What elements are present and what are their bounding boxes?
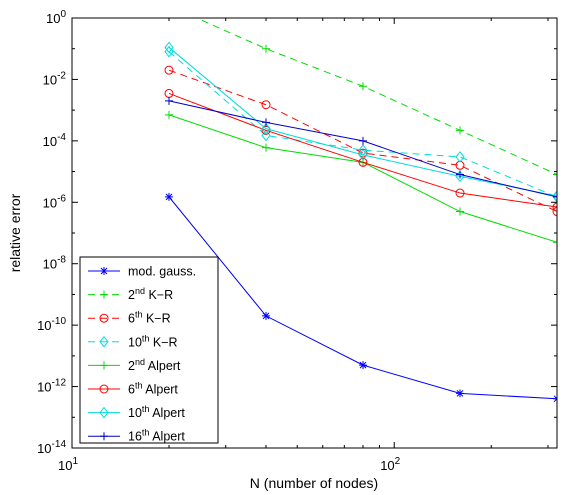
legend-label: 2nd Alpert <box>128 357 181 373</box>
legend-label: 6th K−R <box>128 310 171 326</box>
y-tick-label: 10-2 <box>43 70 67 87</box>
legend-item: mod. gauss. <box>88 265 196 279</box>
data-point-marker <box>165 2 173 10</box>
series-line-group <box>164 45 557 203</box>
data-point-marker <box>165 192 173 201</box>
legend-label: 16th Alpert <box>128 428 185 444</box>
series-line <box>168 47 557 197</box>
data-point-marker <box>165 110 173 119</box>
y-tick-label: 100 <box>46 9 66 26</box>
data-point-marker <box>100 432 108 441</box>
data-point-marker <box>553 170 557 179</box>
x-tick-label: 101 <box>58 456 78 473</box>
series-line <box>168 51 557 198</box>
series-line-group <box>165 192 557 403</box>
series-line <box>168 114 557 243</box>
data-point-marker <box>456 170 464 179</box>
data-point-marker <box>261 129 271 142</box>
legend-item: 2nd K−R <box>88 286 173 302</box>
data-point-marker <box>262 311 270 320</box>
y-tick-label: 10-10 <box>37 316 66 333</box>
legend-item: 10th Alpert <box>88 404 185 420</box>
data-point-marker <box>164 65 174 75</box>
data-point-marker <box>455 188 465 198</box>
legend-item: 10th K−R <box>88 333 178 349</box>
y-tick-label: 10-12 <box>37 378 66 395</box>
data-point-marker <box>165 96 173 105</box>
data-point-marker <box>359 82 367 91</box>
legend-box <box>79 256 219 444</box>
data-point-marker <box>552 202 557 212</box>
data-point-marker <box>455 151 465 163</box>
data-point-marker <box>456 207 464 216</box>
data-point-marker <box>552 190 557 202</box>
series-line-group <box>165 2 557 179</box>
series-line-group <box>164 41 557 202</box>
legend-item: 2nd Alpert <box>88 357 181 373</box>
data-point-marker <box>359 136 367 145</box>
tick-marks <box>71 17 557 449</box>
data-point-marker <box>99 406 109 419</box>
data-point-marker <box>99 384 109 394</box>
data-point-marker <box>552 207 557 217</box>
y-tick-label: 10-14 <box>37 439 66 456</box>
data-point-marker <box>262 118 270 127</box>
data-point-marker <box>262 143 270 152</box>
legend-label: 10th Alpert <box>128 404 185 420</box>
y-tick-label: 10-6 <box>43 193 67 210</box>
legend-label: 2nd K−R <box>128 286 173 302</box>
y-tick-label: 10-8 <box>43 255 67 272</box>
data-point-marker <box>553 238 557 247</box>
data-point-marker <box>99 313 109 323</box>
series-line-group <box>164 88 557 212</box>
legend-item: 6th Alpert <box>88 381 178 397</box>
data-point-marker <box>262 44 270 53</box>
series-line-group <box>165 110 557 247</box>
series-clip-group <box>164 2 557 403</box>
series-line <box>168 92 557 208</box>
data-point-marker <box>164 41 174 54</box>
x-axis-label: N (number of nodes) <box>250 475 378 491</box>
data-point-marker <box>456 389 464 398</box>
legend-label: mod. gauss. <box>128 265 196 279</box>
series-layer <box>164 2 557 403</box>
legend-item: 6th K−R <box>88 310 171 326</box>
x-tick-label: 102 <box>380 456 400 473</box>
tick-labels: 101 102 100 10-2 10-4 10-6 10-8 10-10 10-12 10-14 <box>37 9 401 473</box>
data-point-marker <box>261 122 271 135</box>
data-point-marker <box>261 100 271 110</box>
series-line-group <box>165 96 557 201</box>
legend-label: 6th Alpert <box>128 381 178 397</box>
data-point-marker <box>456 126 464 135</box>
y-axis-label: relative error <box>7 193 23 272</box>
data-point-marker <box>358 149 368 161</box>
legend: mod. gauss. 2nd K−R 6th K−R 10th K−R 2nd Alp… <box>79 256 219 444</box>
data-point-marker <box>100 361 108 370</box>
data-point-marker <box>553 192 557 201</box>
data-point-marker <box>358 157 368 167</box>
data-point-marker <box>100 267 108 275</box>
legend-label: 10th K−R <box>128 333 178 349</box>
y-tick-label: 10-4 <box>43 132 67 149</box>
data-point-marker <box>359 361 367 370</box>
legend-item: 16th Alpert <box>88 428 185 444</box>
data-point-marker <box>99 335 109 348</box>
data-point-marker <box>100 290 108 299</box>
